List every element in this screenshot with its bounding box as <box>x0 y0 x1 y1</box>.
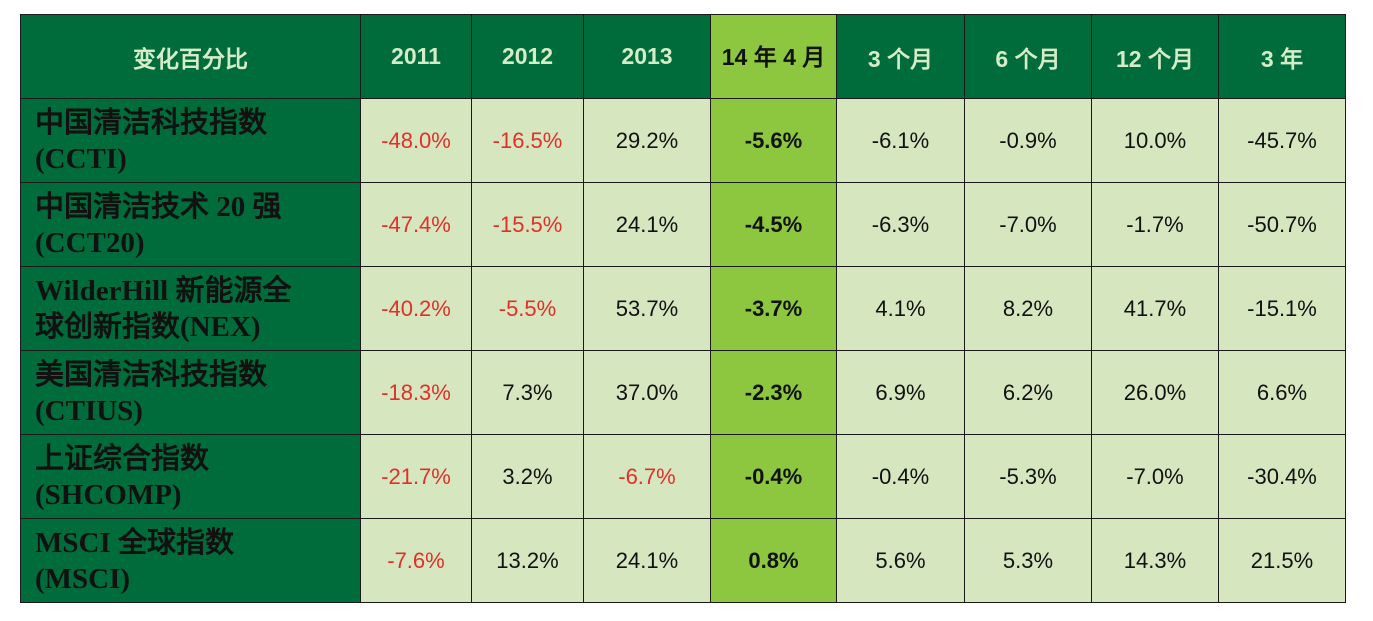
value-cell: 8.2% <box>964 266 1092 351</box>
value-cell: 21.5% <box>1218 518 1346 603</box>
value-cell: -6.3% <box>836 182 965 267</box>
index-name: 上证综合指数 (SHCOMP) <box>20 434 361 519</box>
value-cell: 26.0% <box>1091 350 1219 435</box>
value-cell: 6.2% <box>964 350 1092 435</box>
value-cell: -0.4% <box>710 434 837 519</box>
value-cell: 29.2% <box>583 98 711 183</box>
value-cell: 41.7% <box>1091 266 1219 351</box>
value-cell: -5.3% <box>964 434 1092 519</box>
value-cell: -4.5% <box>710 182 837 267</box>
header-2013: 2013 <box>583 14 711 99</box>
index-name-line1: 中国清洁技术 20 强 <box>35 190 282 223</box>
index-name-line1: 上证综合指数 <box>35 442 210 475</box>
value-cell: 0.8% <box>710 518 837 603</box>
index-name-line2: (CTIUS) <box>35 394 143 427</box>
table-row: 中国清洁科技指数 (CCTI) -48.0% -16.5% 29.2% -5.6% -6.1… <box>20 98 1346 183</box>
value-cell: 6.9% <box>836 350 965 435</box>
index-name: 中国清洁科技指数 (CCTI) <box>20 98 361 183</box>
value-cell: -50.7% <box>1218 182 1346 267</box>
index-name-line1: WilderHill 新能源全 <box>35 274 292 307</box>
index-name: 美国清洁科技指数 (CTIUS) <box>20 350 361 435</box>
value-cell: -48.0% <box>360 98 472 183</box>
value-cell: -15.1% <box>1218 266 1346 351</box>
header-12-months: 12 个月 <box>1091 14 1219 99</box>
index-name: WilderHill 新能源全 球创新指数(NEX) <box>20 266 361 351</box>
value-cell: 13.2% <box>471 518 584 603</box>
value-cell: 7.3% <box>471 350 584 435</box>
value-cell: 24.1% <box>583 518 711 603</box>
value-cell: 5.3% <box>964 518 1092 603</box>
table-row: 美国清洁科技指数 (CTIUS) -18.3% 7.3% 37.0% -2.3% 6.9% 6… <box>20 350 1346 435</box>
value-cell: -16.5% <box>471 98 584 183</box>
value-cell: 53.7% <box>583 266 711 351</box>
table-row: WilderHill 新能源全 球创新指数(NEX) -40.2% -5.5% 53.7… <box>20 266 1346 351</box>
value-cell: -6.1% <box>836 98 965 183</box>
value-cell: -47.4% <box>360 182 472 267</box>
value-cell: -30.4% <box>1218 434 1346 519</box>
value-cell: -2.3% <box>710 350 837 435</box>
header-label: 变化百分比 <box>20 14 361 99</box>
header-apr-2014: 14 年 4 月 <box>710 14 837 99</box>
header-3-months: 3 个月 <box>836 14 965 99</box>
value-cell: -18.3% <box>360 350 472 435</box>
table-row: 上证综合指数 (SHCOMP) -21.7% 3.2% -6.7% -0.4% -0.4% -… <box>20 434 1346 519</box>
value-cell: 6.6% <box>1218 350 1346 435</box>
value-cell: 37.0% <box>583 350 711 435</box>
value-cell: -45.7% <box>1218 98 1346 183</box>
value-cell: 10.0% <box>1091 98 1219 183</box>
index-name-line1: 中国清洁科技指数 <box>35 106 268 139</box>
index-name: MSCI 全球指数 (MSCI) <box>20 518 361 603</box>
value-cell: -7.0% <box>964 182 1092 267</box>
value-cell: -1.7% <box>1091 182 1219 267</box>
value-cell: -40.2% <box>360 266 472 351</box>
performance-table: 变化百分比 2011 2012 2013 14 年 4 月 3 个月 6 个月 … <box>20 14 1346 603</box>
index-name-line2: (SHCOMP) <box>35 478 182 511</box>
index-name-line2: (CCT20) <box>35 226 145 259</box>
value-cell: 14.3% <box>1091 518 1219 603</box>
index-name-line1: MSCI 全球指数 <box>35 526 234 559</box>
value-cell: -5.5% <box>471 266 584 351</box>
header-2012: 2012 <box>471 14 584 99</box>
index-name-line2: 球创新指数(NEX) <box>35 310 261 343</box>
value-cell: -21.7% <box>360 434 472 519</box>
table-row: MSCI 全球指数 (MSCI) -7.6% 13.2% 24.1% 0.8% 5.6% 5.… <box>20 518 1346 603</box>
table-row: 中国清洁技术 20 强 (CCT20) -47.4% -15.5% 24.1% -4.5%… <box>20 182 1346 267</box>
value-cell: -3.7% <box>710 266 837 351</box>
value-cell: 5.6% <box>836 518 965 603</box>
header-6-months: 6 个月 <box>964 14 1092 99</box>
value-cell: -7.0% <box>1091 434 1219 519</box>
header-row: 变化百分比 2011 2012 2013 14 年 4 月 3 个月 6 个月 … <box>20 14 1346 99</box>
value-cell: 24.1% <box>583 182 711 267</box>
header-2011: 2011 <box>360 14 472 99</box>
value-cell: 3.2% <box>471 434 584 519</box>
value-cell: 4.1% <box>836 266 965 351</box>
index-name-line2: (MSCI) <box>35 562 131 595</box>
value-cell: -6.7% <box>583 434 711 519</box>
value-cell: -15.5% <box>471 182 584 267</box>
value-cell: -5.6% <box>710 98 837 183</box>
value-cell: -0.9% <box>964 98 1092 183</box>
value-cell: -0.4% <box>836 434 965 519</box>
index-name-line1: 美国清洁科技指数 <box>35 358 268 391</box>
header-3-years: 3 年 <box>1218 14 1346 99</box>
value-cell: -7.6% <box>360 518 472 603</box>
index-name: 中国清洁技术 20 强 (CCT20) <box>20 182 361 267</box>
index-name-line2: (CCTI) <box>35 142 127 175</box>
